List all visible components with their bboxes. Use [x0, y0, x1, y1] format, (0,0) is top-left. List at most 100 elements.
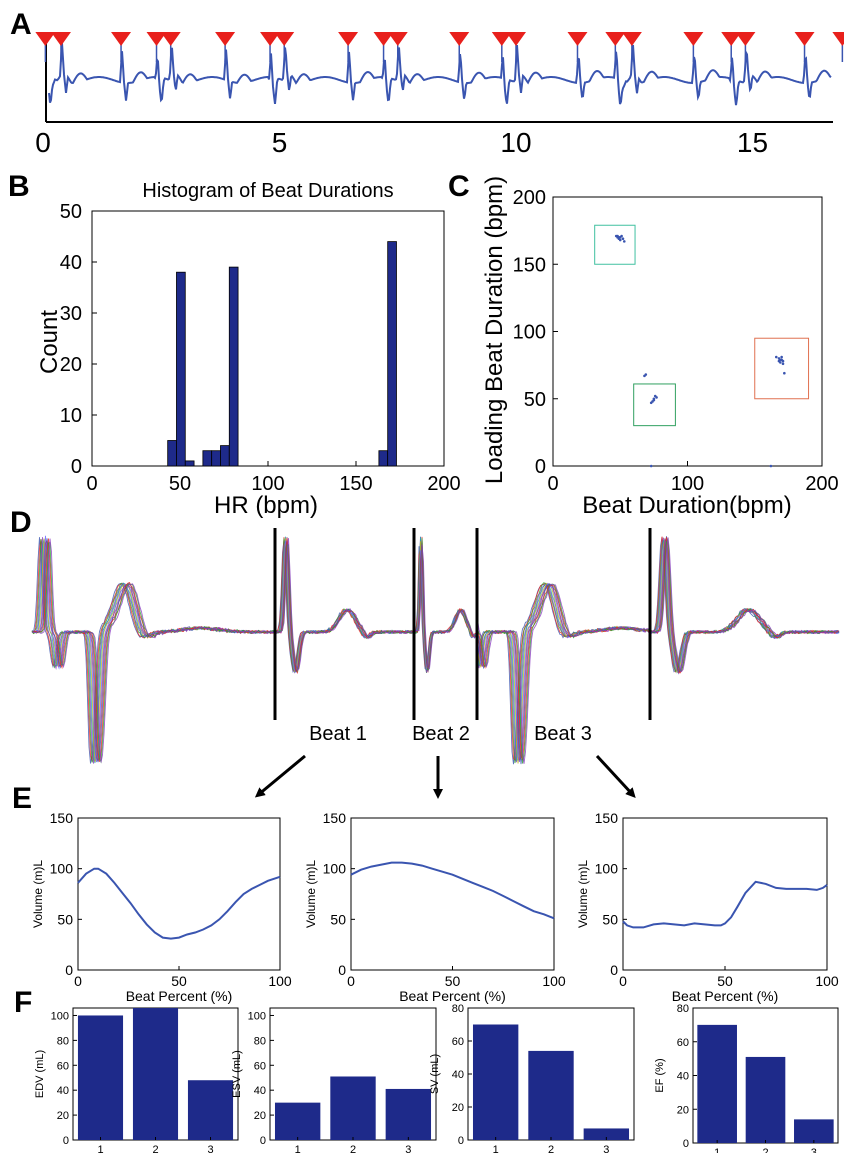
- panel-label-d: D: [10, 506, 32, 539]
- e-y-tick-label: 0: [610, 962, 618, 978]
- c-y-tick-label: 100: [513, 322, 546, 344]
- a-beat-marker: [735, 32, 756, 46]
- a-beat-marker: [146, 32, 167, 46]
- a-x-tick-label: 5: [272, 127, 288, 158]
- c-cluster-box: [754, 337, 810, 400]
- f-y-tick-label: 100: [248, 1010, 266, 1022]
- f-x-tick-label: 3: [811, 1147, 817, 1153]
- a-beat-marker: [160, 32, 181, 46]
- f-bar: [274, 1102, 321, 1140]
- a-beat-marker: [506, 32, 526, 46]
- panel-e-volume-curves: 0 50 100 0 50 100 150 Beat Percent (%) Volume (m…: [31, 810, 839, 1004]
- b-histogram-bar: [220, 445, 230, 467]
- f-bar: [697, 1024, 737, 1143]
- e-ylabel: Volume (m)L: [576, 860, 590, 928]
- f-ylabel: ESV (mL): [231, 1050, 243, 1098]
- c-scatter-point: [777, 359, 781, 363]
- c-scatter-point: [780, 355, 783, 359]
- e-volume-line: [77, 867, 281, 940]
- e-ylabel: Volume (m)L: [31, 860, 45, 928]
- f-bar: [472, 1024, 519, 1140]
- c-x-tick-label: 200: [805, 473, 838, 495]
- c-scatter-point: [774, 355, 778, 359]
- e-y-tick-label: 100: [595, 861, 619, 877]
- panel-a-ecg: 0 5 10 15: [35, 32, 844, 158]
- b-histogram-bar: [184, 460, 195, 467]
- c-cluster-box: [633, 383, 676, 427]
- b-histogram-bar: [228, 266, 239, 467]
- a-beat-marker: [35, 32, 56, 46]
- f-bar: [187, 1080, 234, 1140]
- f-x-tick-label: 3: [405, 1144, 411, 1153]
- histogram-ylabel: Count: [36, 310, 63, 374]
- b-x-tick-label: 200: [427, 473, 460, 495]
- b-x-tick-label: 50: [169, 473, 191, 495]
- f-y-tick-label: 60: [452, 1036, 464, 1048]
- c-scatter-point: [622, 240, 626, 243]
- e-x-tick-label: 50: [171, 973, 187, 989]
- c-scatter-point: [652, 398, 656, 402]
- e-y-tick-label: 150: [50, 810, 74, 826]
- b-histogram-bar: [211, 450, 221, 467]
- d-beat-trace: [31, 537, 840, 764]
- e-plot-frame: [622, 817, 828, 971]
- b-y-tick-label: 10: [60, 405, 82, 427]
- c-plot-frame: [552, 196, 823, 467]
- f-y-tick-label: 60: [57, 1060, 69, 1072]
- e-y-tick-label: 50: [57, 911, 73, 927]
- f-y-tick-label: 60: [677, 1037, 689, 1049]
- panel-b-histogram: Histogram of Beat Durations HR (bpm) Cou…: [36, 180, 461, 519]
- f-y-tick-label: 0: [683, 1138, 689, 1150]
- f-bar: [528, 1050, 574, 1140]
- e-y-tick-label: 0: [338, 962, 346, 978]
- f-y-tick-label: 20: [254, 1110, 266, 1122]
- e-x-tick-label: 100: [542, 973, 566, 989]
- f-ylabel: SV (mL): [429, 1054, 441, 1094]
- c-cluster-box: [594, 224, 636, 265]
- e-x-tick-label: 100: [815, 973, 839, 989]
- f-bar: [583, 1128, 630, 1140]
- f-x-tick-label: 1: [714, 1147, 720, 1153]
- a-x-tick-label: 10: [500, 127, 531, 158]
- c-x-tick-label: 0: [547, 473, 558, 495]
- e-x-tick-label: 0: [347, 973, 355, 989]
- e-xlabel: Beat Percent (%): [672, 988, 779, 1004]
- c-scatter-point: [620, 234, 623, 238]
- f-bar: [132, 1008, 179, 1140]
- e-y-tick-label: 150: [323, 810, 347, 826]
- e-plot-frame: [77, 817, 281, 971]
- e-ylabel: Volume (m)L: [304, 860, 318, 928]
- f-y-tick-label: 40: [452, 1069, 464, 1081]
- c-scatter-point: [649, 464, 653, 468]
- b-x-tick-label: 150: [339, 473, 372, 495]
- f-y-tick-label: 100: [51, 1010, 69, 1022]
- a-beat-marker: [215, 32, 236, 46]
- f-y-tick-label: 0: [260, 1135, 266, 1147]
- b-y-tick-label: 50: [60, 201, 82, 223]
- c-scatter-point: [616, 236, 619, 239]
- e-x-tick-label: 50: [717, 973, 733, 989]
- f-y-tick-label: 40: [57, 1085, 69, 1097]
- c-scatter-point: [781, 359, 785, 363]
- e-y-tick-label: 50: [602, 911, 618, 927]
- b-histogram-bar: [387, 241, 397, 467]
- a-beat-marker: [605, 32, 626, 46]
- e-y-tick-label: 150: [595, 810, 619, 826]
- a-beat-marker: [260, 32, 281, 46]
- e-y-tick-label: 0: [65, 962, 73, 978]
- a-beat-marker: [721, 32, 742, 46]
- c-y-tick-label: 50: [524, 389, 546, 411]
- f-x-tick-label: 1: [493, 1144, 499, 1153]
- f-y-tick-label: 20: [452, 1102, 464, 1114]
- a-ecg-trace: [48, 43, 832, 106]
- c-y-tick-label: 150: [513, 254, 546, 276]
- f-x-tick-label: 2: [548, 1144, 554, 1153]
- c-scatter-point: [621, 237, 625, 240]
- f-x-tick-label: 3: [207, 1144, 213, 1153]
- c-scatter-point: [781, 362, 785, 366]
- e-xlabel: Beat Percent (%): [399, 988, 506, 1004]
- e-plot-frame: [350, 817, 555, 971]
- panel-label-b: B: [8, 170, 30, 203]
- e-volume-line: [350, 861, 555, 920]
